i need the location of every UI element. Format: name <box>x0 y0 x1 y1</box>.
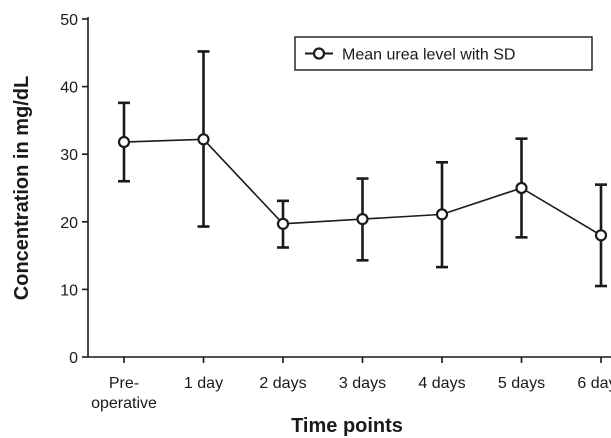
data-point <box>276 217 290 230</box>
data-point <box>197 133 210 146</box>
legend-label: Mean urea level with SD <box>342 47 515 64</box>
x-tick-label: Pre- <box>109 375 139 392</box>
data-point <box>515 181 528 195</box>
y-tick-label: 10 <box>60 282 78 299</box>
legend-box <box>294 36 593 71</box>
markers <box>117 133 608 242</box>
x-tick-label: operative <box>91 395 157 412</box>
legend: Mean urea level with SD <box>294 36 593 71</box>
x-tick-label: 5 days <box>498 375 545 392</box>
axes <box>82 17 611 363</box>
x-tick-label: 4 days <box>418 375 465 392</box>
data-point <box>435 208 449 221</box>
data-point <box>356 212 369 226</box>
y-tick-label: 50 <box>60 12 78 29</box>
data-point <box>594 229 608 242</box>
x-tick-label: 1 day <box>184 375 223 392</box>
tick-labels: 0 10 20 30 40 50 Pre-operative 1 day 2 days 3 day… <box>60 12 611 412</box>
data-point <box>117 135 131 149</box>
x-axis-title: Time points <box>291 415 403 437</box>
x-tick-label: 2 days <box>259 375 306 392</box>
y-tick-label: 0 <box>69 350 78 367</box>
y-axis-title: Concentration in mg/dL <box>11 76 33 300</box>
x-tick-label: 6 days <box>577 375 611 392</box>
y-tick-label: 20 <box>60 215 78 232</box>
x-tick-label: 3 days <box>339 375 386 392</box>
legend-marker <box>312 47 326 60</box>
y-tick-label: 40 <box>60 80 78 97</box>
y-tick-label: 30 <box>60 147 78 164</box>
error-bars <box>118 50 607 288</box>
